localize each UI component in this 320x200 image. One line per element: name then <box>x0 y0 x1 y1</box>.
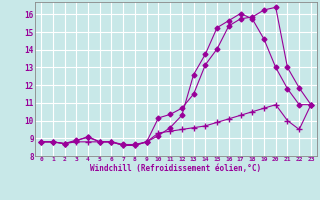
X-axis label: Windchill (Refroidissement éolien,°C): Windchill (Refroidissement éolien,°C) <box>91 164 261 173</box>
